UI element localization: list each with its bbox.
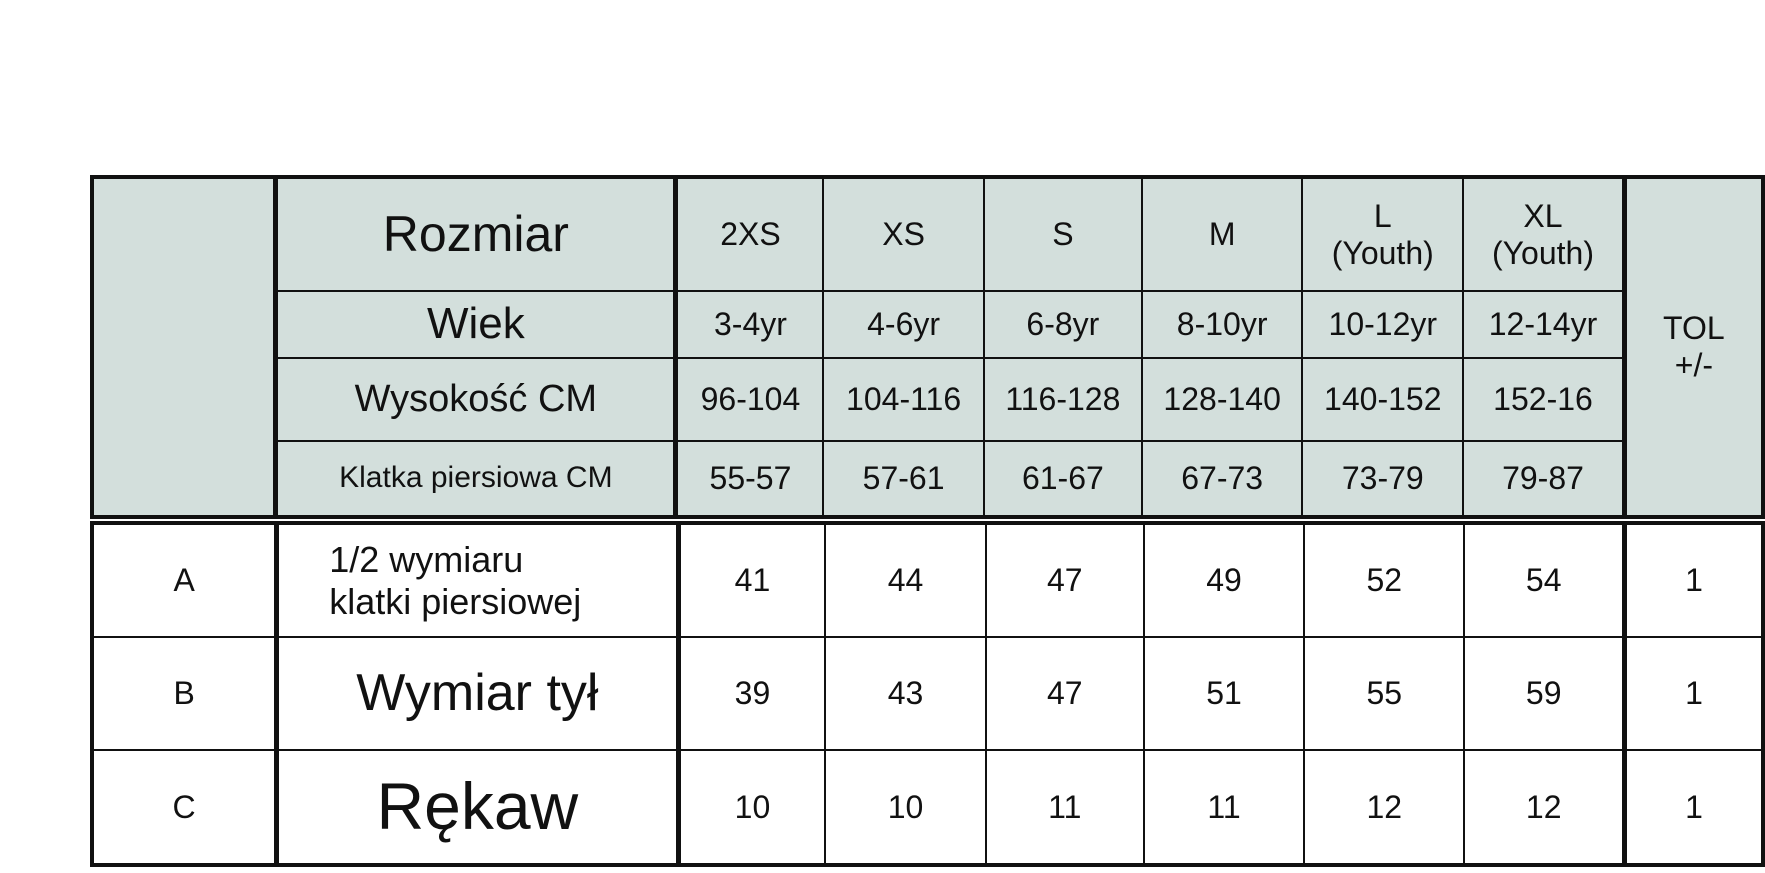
value-cell: 44 [824,522,987,638]
value-cell: 54 [1463,522,1628,638]
value-cell: 49 [1142,522,1306,638]
size-m: M [1140,176,1304,292]
age-cell: 10-12yr [1301,290,1465,359]
size-name: XS [882,216,925,253]
size-xs: XS [822,176,985,292]
table-row: C Rękaw 10 10 11 11 12 12 1 [91,749,1765,866]
row-label-line1: 1/2 wymiaru [329,539,524,581]
chest-cell: 67-73 [1140,440,1304,518]
blank-corner-cell [91,176,279,518]
size-name: XL [1523,197,1563,234]
age-cell: 12-14yr [1462,290,1627,359]
chest-cell: 73-79 [1301,440,1465,518]
chest-cell: 57-61 [822,440,985,518]
size-name: L [1373,197,1392,234]
value-cell: 39 [677,636,827,751]
value-cell: 59 [1463,636,1628,751]
chest-cell: 61-67 [982,440,1144,518]
value-cell: 10 [824,749,987,866]
table-row: A 1/2 wymiaru klatki piersiowej 41 44 47 … [91,522,1765,638]
value-cell: 11 [984,749,1145,866]
row-label: 1/2 wymiaru klatki piersiowej [275,522,681,638]
height-cell: 140-152 [1301,357,1465,442]
size-name: S [1052,216,1074,253]
tol-label: TOL [1663,310,1725,347]
table-row: B Wymiar tył 39 43 47 51 55 59 1 [91,636,1765,751]
value-cell: 10 [677,749,827,866]
value-cell: 43 [824,636,987,751]
size-header-table: Rozmiar 2XS XS S M L (Youth) XL (Youth) TO… [90,175,1765,519]
value-cell: 12 [1463,749,1628,866]
size-sub: (Youth) [1491,234,1594,271]
value-cell: 11 [1142,749,1306,866]
size-sub: (Youth) [1331,234,1434,271]
value-cell: 55 [1303,636,1466,751]
value-cell: 41 [677,522,827,638]
tol-cell: 1 [1623,749,1765,866]
size-name: M [1208,216,1236,253]
chest-cell: 55-57 [674,440,825,518]
row-code: C [91,749,280,866]
row-code: B [91,636,280,751]
height-cell: 116-128 [982,357,1144,442]
size-s: S [982,176,1144,292]
size-l: L (Youth) [1301,176,1465,292]
height-cell: 104-116 [822,357,985,442]
measurements-table: A 1/2 wymiaru klatki piersiowej 41 44 47 … [90,521,1765,867]
tol-cell: 1 [1623,522,1765,638]
height-cell: 96-104 [674,357,825,442]
tol-sub: +/- [1674,347,1713,383]
tol-cell: 1 [1623,636,1765,751]
height-label: Wysokość CM [274,357,679,442]
height-cell: 128-140 [1140,357,1304,442]
age-label: Wiek [274,290,679,359]
size-2xs: 2XS [674,176,825,292]
chest-cell: 79-87 [1462,440,1627,518]
value-cell: 52 [1303,522,1466,638]
height-cell: 152-16 [1462,357,1627,442]
value-cell: 47 [984,522,1145,638]
chest-label: Klatka piersiowa CM [274,440,679,518]
age-cell: 3-4yr [674,290,825,359]
row-label-line2: klatki piersiowej [329,580,582,622]
size-label: Rozmiar [274,176,679,292]
row-label: Rękaw [275,749,681,866]
size-xl: XL (Youth) [1462,176,1627,292]
age-cell: 4-6yr [822,290,985,359]
value-cell: 47 [984,636,1145,751]
row-label: Wymiar tył [275,636,681,751]
value-cell: 12 [1303,749,1466,866]
size-name: 2XS [720,216,781,253]
value-cell: 51 [1142,636,1306,751]
age-cell: 6-8yr [982,290,1144,359]
age-cell: 8-10yr [1140,290,1304,359]
tol-header: TOL +/- [1623,176,1764,518]
row-code: A [91,522,280,638]
